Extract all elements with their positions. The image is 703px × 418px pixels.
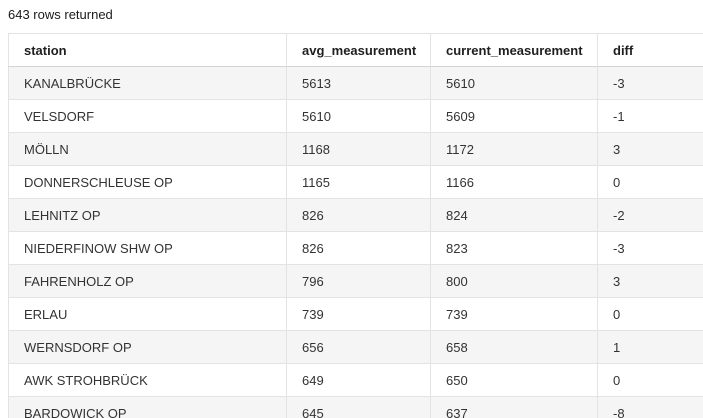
cell-diff: -3	[597, 231, 703, 265]
cell-avg_measurement: 796	[286, 264, 431, 298]
cell-current_measurement: 1166	[430, 165, 598, 199]
cell-current_measurement: 1172	[430, 132, 598, 166]
cell-diff: -3	[597, 66, 703, 100]
table-row: FAHRENHOLZ OP 796 800 3	[8, 264, 703, 298]
cell-avg_measurement: 1168	[286, 132, 431, 166]
table-row: ERLAU 739 739 0	[8, 297, 703, 331]
table-row: KANALBRÜCKE 5613 5610 -3	[8, 66, 703, 100]
cell-avg_measurement: 656	[286, 330, 431, 364]
cell-current_measurement: 5610	[430, 66, 598, 100]
table-header-row: station avg_measurement current_measuremen…	[8, 33, 703, 67]
table-row: DONNERSCHLEUSE OP 1165 1166 0	[8, 165, 703, 199]
cell-avg_measurement: 826	[286, 198, 431, 232]
table-row: BARDOWICK OP 645 637 -8	[8, 396, 703, 418]
cell-diff: 0	[597, 165, 703, 199]
column-header-station: station	[8, 33, 287, 67]
rows-returned-status: 643 rows returned	[8, 7, 113, 22]
table-row: WERNSDORF OP 656 658 1	[8, 330, 703, 364]
column-header-current_measurement: current_measurement	[430, 33, 598, 67]
cell-station: LEHNITZ OP	[8, 198, 287, 232]
cell-station: MÖLLN	[8, 132, 287, 166]
table-row: LEHNITZ OP 826 824 -2	[8, 198, 703, 232]
cell-avg_measurement: 1165	[286, 165, 431, 199]
cell-station: NIEDERFINOW SHW OP	[8, 231, 287, 265]
cell-station: KANALBRÜCKE	[8, 66, 287, 100]
table-row: MÖLLN 1168 1172 3	[8, 132, 703, 166]
cell-avg_measurement: 5613	[286, 66, 431, 100]
cell-diff: 3	[597, 132, 703, 166]
cell-current_measurement: 824	[430, 198, 598, 232]
cell-avg_measurement: 645	[286, 396, 431, 418]
cell-avg_measurement: 649	[286, 363, 431, 397]
cell-avg_measurement: 5610	[286, 99, 431, 133]
cell-diff: -2	[597, 198, 703, 232]
cell-station: WERNSDORF OP	[8, 330, 287, 364]
table-row: VELSDORF 5610 5609 -1	[8, 99, 703, 133]
cell-current_measurement: 739	[430, 297, 598, 331]
cell-diff: 0	[597, 297, 703, 331]
cell-station: AWK STROHBRÜCK	[8, 363, 287, 397]
cell-avg_measurement: 739	[286, 297, 431, 331]
cell-diff: 1	[597, 330, 703, 364]
cell-station: DONNERSCHLEUSE OP	[8, 165, 287, 199]
cell-diff: -8	[597, 396, 703, 418]
cell-current_measurement: 637	[430, 396, 598, 418]
cell-current_measurement: 800	[430, 264, 598, 298]
cell-station: VELSDORF	[8, 99, 287, 133]
cell-current_measurement: 823	[430, 231, 598, 265]
column-header-diff: diff	[597, 33, 703, 67]
table-body: KANALBRÜCKE 5613 5610 -3 VELSDORF 5610 5609 -1 M…	[8, 66, 703, 418]
cell-avg_measurement: 826	[286, 231, 431, 265]
cell-station: ERLAU	[8, 297, 287, 331]
cell-station: BARDOWICK OP	[8, 396, 287, 418]
cell-diff: -1	[597, 99, 703, 133]
cell-current_measurement: 658	[430, 330, 598, 364]
column-header-avg_measurement: avg_measurement	[286, 33, 431, 67]
cell-station: FAHRENHOLZ OP	[8, 264, 287, 298]
table-row: NIEDERFINOW SHW OP 826 823 -3	[8, 231, 703, 265]
cell-current_measurement: 5609	[430, 99, 598, 133]
table-row: AWK STROHBRÜCK 649 650 0	[8, 363, 703, 397]
cell-diff: 0	[597, 363, 703, 397]
cell-current_measurement: 650	[430, 363, 598, 397]
cell-diff: 3	[597, 264, 703, 298]
results-table: station avg_measurement current_measuremen…	[8, 33, 703, 418]
